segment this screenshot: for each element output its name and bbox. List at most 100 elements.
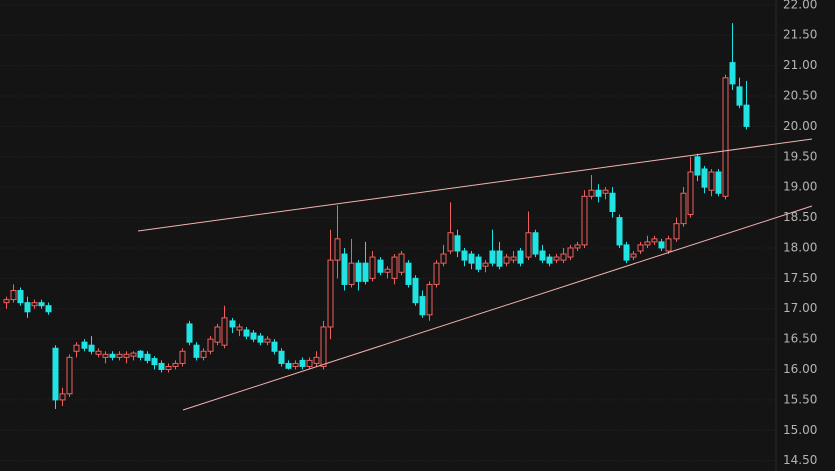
candle-body (539, 250, 546, 261)
candle-body (327, 259, 334, 328)
candle-body (405, 262, 412, 285)
candle-body (158, 362, 165, 371)
candle-body (517, 250, 524, 264)
candle-body (95, 350, 102, 355)
candle-body (306, 359, 313, 367)
candle-body (398, 253, 405, 273)
candle-body (736, 86, 743, 106)
candle-body (334, 238, 341, 261)
candle-body (355, 262, 362, 282)
candle-body (680, 192, 687, 225)
candle-body (221, 317, 228, 346)
candle-body (144, 353, 151, 361)
candle-body (553, 256, 560, 261)
candle-body (673, 223, 680, 240)
candle-body (433, 262, 440, 285)
candle-body (52, 347, 59, 401)
candle-body (130, 352, 137, 357)
candle-body (701, 168, 708, 188)
y-tick-label: 16.50 (783, 332, 817, 346)
candle-body (475, 256, 482, 270)
candle-body (313, 356, 320, 364)
candles (3, 23, 750, 410)
candle-body (743, 104, 750, 127)
y-tick-label: 18.50 (783, 210, 817, 224)
candle-body (137, 350, 144, 358)
candle-body (595, 189, 602, 197)
candle-body (715, 171, 722, 194)
candle-body (102, 353, 109, 358)
candle-body (264, 338, 271, 343)
candle-body (38, 302, 45, 307)
y-tick-label: 20.50 (783, 89, 817, 103)
y-tick-label: 18.00 (783, 240, 817, 254)
candle-body (10, 290, 17, 301)
candle-body (482, 262, 489, 267)
y-tick-label: 19.00 (783, 180, 817, 194)
candle-body (377, 259, 384, 273)
candle-body (426, 283, 433, 316)
candle-body (440, 253, 447, 264)
candle-body (496, 250, 503, 267)
y-tick-label: 22.00 (783, 0, 817, 11)
candle-body (546, 256, 553, 264)
y-axis: 14.50 15.00 15.50 16.00 16.50 17.00 17.50 18.00… (783, 0, 817, 467)
candle-body (165, 365, 172, 371)
candle-body (560, 253, 567, 261)
candle-body (179, 350, 186, 364)
candle-body (369, 256, 376, 279)
candle-body (461, 250, 468, 261)
candle-body (489, 250, 496, 264)
candle-body (722, 77, 729, 197)
candle-body (532, 232, 539, 255)
y-tick-label: 19.50 (783, 149, 817, 163)
candle-body (24, 302, 31, 313)
candle-body (193, 344, 200, 358)
candle-body (271, 341, 278, 352)
candle-body (207, 338, 214, 352)
candle-body (503, 256, 510, 264)
candle-body (391, 256, 398, 279)
candle-body (341, 253, 348, 285)
candle-body (362, 262, 369, 282)
candle-body (574, 244, 581, 249)
candle-body (644, 241, 651, 246)
candle-body (278, 350, 285, 364)
candle-body (66, 356, 73, 395)
candle-body (602, 189, 609, 194)
candle-body (447, 232, 454, 252)
candle-body (45, 305, 52, 313)
candle-body (623, 244, 630, 261)
candle-body (186, 323, 193, 343)
candle-body (3, 299, 10, 304)
candle-body (348, 262, 355, 285)
candle-body (651, 238, 658, 243)
candle-body (116, 353, 123, 358)
candle-body (510, 256, 517, 261)
candle-body (17, 290, 24, 304)
candle-body (581, 195, 588, 246)
candle-body (243, 329, 250, 337)
candle-body (637, 244, 644, 252)
trend-line-lower (182, 205, 813, 411)
candle-body (292, 362, 299, 367)
candle-body (729, 62, 736, 85)
candle-body (214, 326, 221, 343)
y-tick-label: 15.50 (783, 392, 817, 406)
candle-body (588, 189, 595, 197)
candle-body (236, 326, 243, 331)
candle-body (616, 217, 623, 246)
candle-body (412, 277, 419, 304)
candle-body (419, 296, 426, 316)
y-tick-label: 17.00 (783, 301, 817, 315)
candle-body (299, 359, 306, 367)
candle-body (123, 353, 130, 358)
candle-body (31, 302, 38, 307)
candle-body (81, 341, 88, 349)
candle-body (109, 353, 116, 358)
candle-body (257, 335, 264, 343)
y-tick-label: 17.50 (783, 271, 817, 285)
y-tick-label: 21.50 (783, 28, 817, 42)
